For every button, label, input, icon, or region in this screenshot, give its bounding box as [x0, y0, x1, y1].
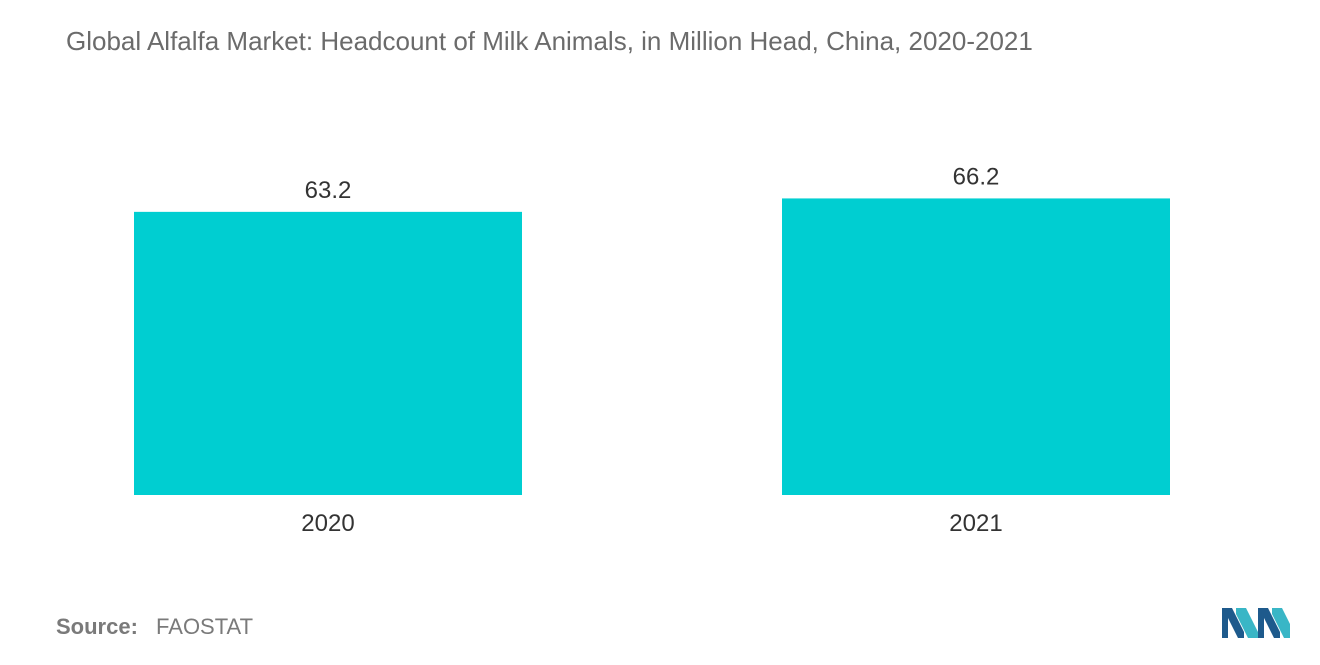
- category-label-2020: 2020: [301, 510, 354, 537]
- value-label-2020: 63.2: [305, 177, 352, 204]
- source-line: Source: FAOSTAT: [56, 614, 253, 640]
- bar-2020: [134, 211, 522, 495]
- value-label-2021: 66.2: [953, 163, 1000, 190]
- category-label-2021: 2021: [949, 510, 1002, 537]
- source-value: FAOSTAT: [156, 614, 254, 639]
- bar-chart: 63.2 2020 66.2 2021: [134, 163, 1170, 537]
- bar-2021: [782, 198, 1170, 495]
- chart-title: Global Alfalfa Market: Headcount of Milk…: [66, 26, 1033, 56]
- source-label: Source:: [56, 614, 138, 639]
- mordor-logo-icon: [1222, 608, 1290, 638]
